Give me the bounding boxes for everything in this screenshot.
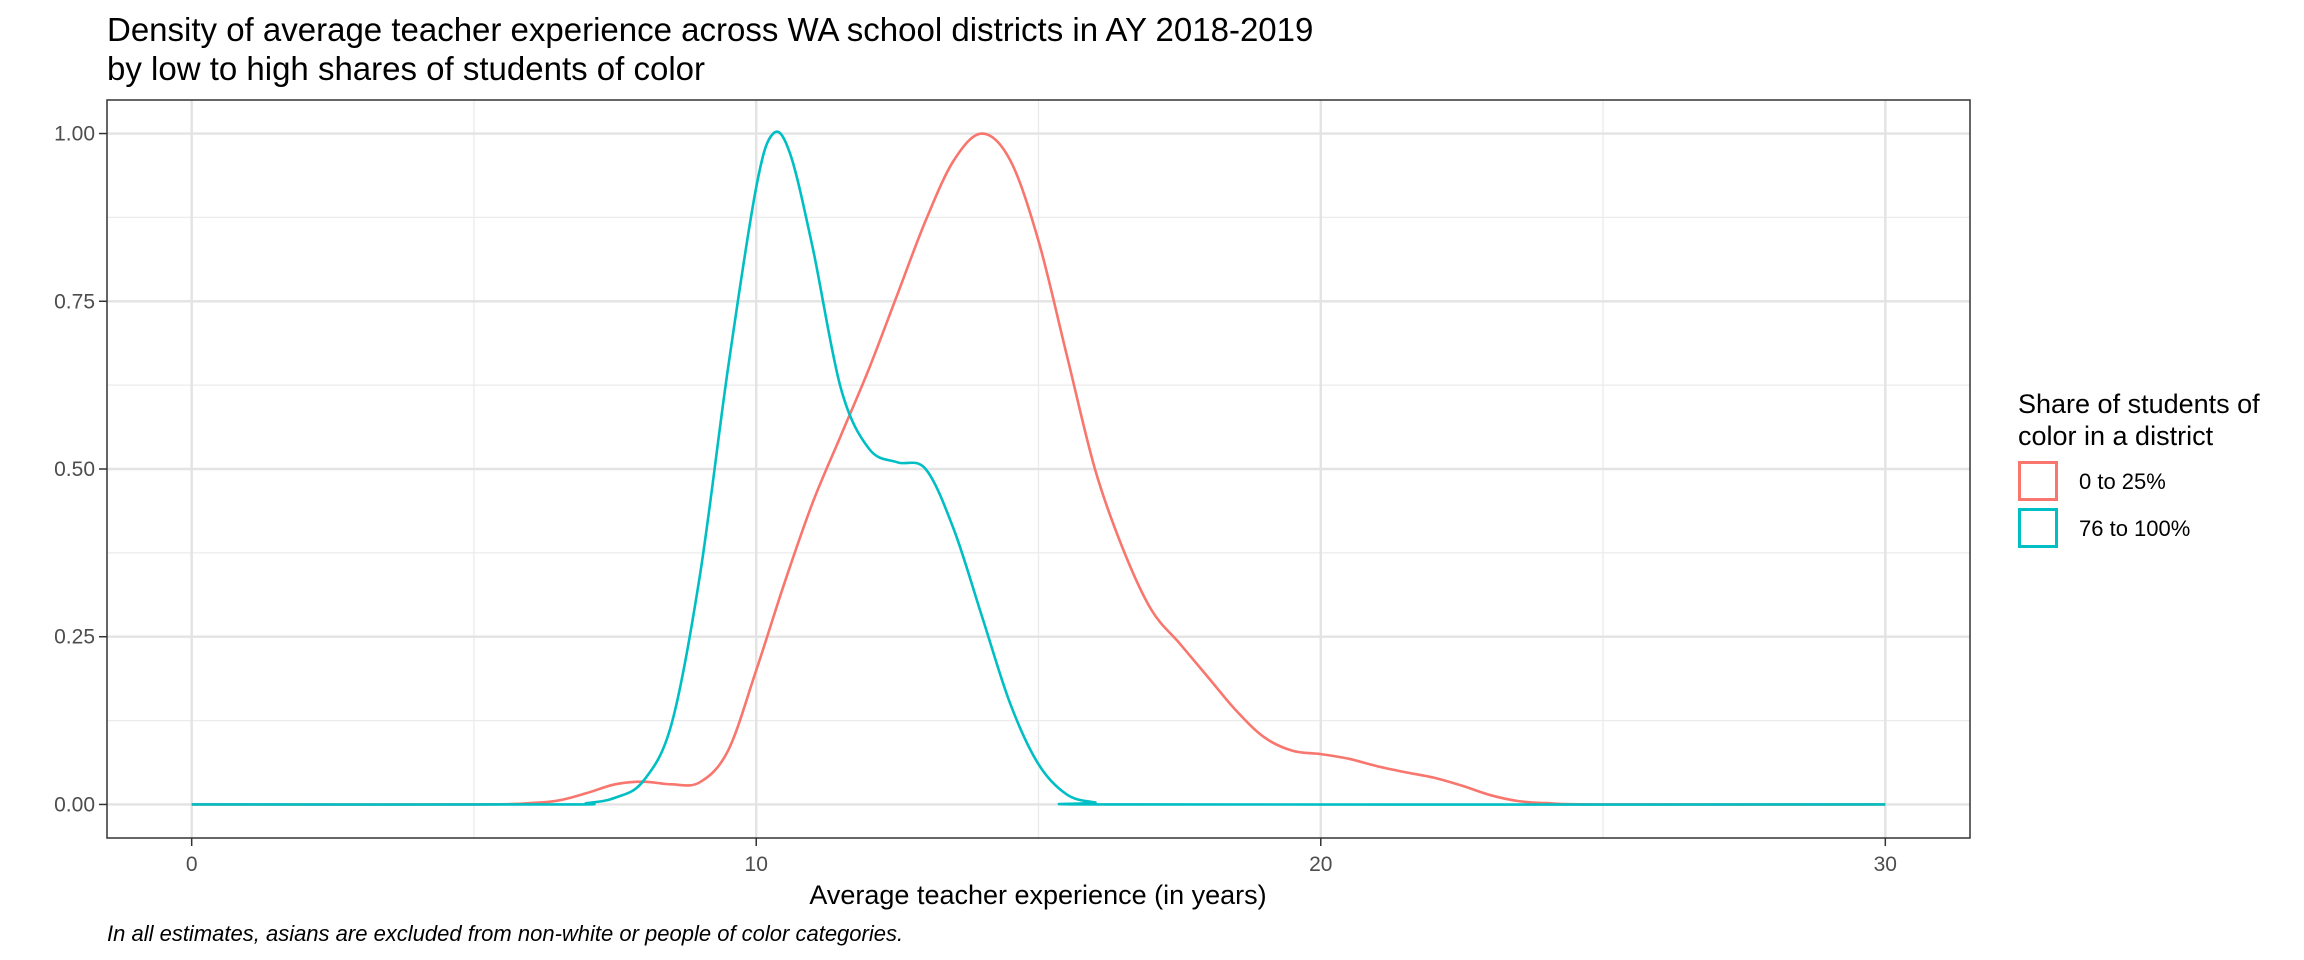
x-tick-label: 20 xyxy=(1309,853,1332,876)
legend-label-0-to-25: 0 to 25% xyxy=(2079,469,2166,494)
chart-title: Density of average teacher experience ac… xyxy=(107,11,1314,48)
series-line-1 xyxy=(191,130,1886,806)
legend-item-0-to-25: 0 to 25% xyxy=(2018,461,2268,507)
series-layer xyxy=(191,130,1886,806)
y-tick-label: 1.00 xyxy=(54,123,95,146)
minor-gridlines xyxy=(107,100,1970,838)
x-axis: 0 10 20 30 xyxy=(186,838,1897,876)
x-tick-label: 0 xyxy=(186,853,198,876)
x-axis-label: Average teacher experience (in years) xyxy=(809,880,1266,910)
y-tick-label: 0.00 xyxy=(54,793,95,816)
chart-subtitle: by low to high shares of students of col… xyxy=(107,50,705,87)
series-line-0 xyxy=(191,132,1886,806)
y-tick-label: 0.50 xyxy=(54,458,95,481)
x-tick-label: 30 xyxy=(1874,853,1897,876)
legend-title: Share of students of color in a district xyxy=(2018,388,2260,452)
y-tick-label: 0.75 xyxy=(54,290,95,313)
legend-key-76-to-100 xyxy=(2018,508,2058,548)
y-tick-label: 0.25 xyxy=(54,626,95,649)
x-tick-label: 10 xyxy=(745,853,768,876)
chart-title-block: Density of average teacher experience ac… xyxy=(107,10,1313,88)
legend-item-76-to-100: 76 to 100% xyxy=(2018,508,2268,554)
y-axis: 0.00 0.25 0.50 0.75 1.00 xyxy=(54,123,107,816)
legend-label-76-to-100: 76 to 100% xyxy=(2079,516,2191,541)
legend-title-line-2: color in a district xyxy=(2018,421,2214,451)
legend-title-line-1: Share of students of xyxy=(2018,389,2260,419)
legend-key-0-to-25 xyxy=(2018,461,2058,501)
chart-caption: In all estimates, asians are excluded fr… xyxy=(107,921,904,946)
